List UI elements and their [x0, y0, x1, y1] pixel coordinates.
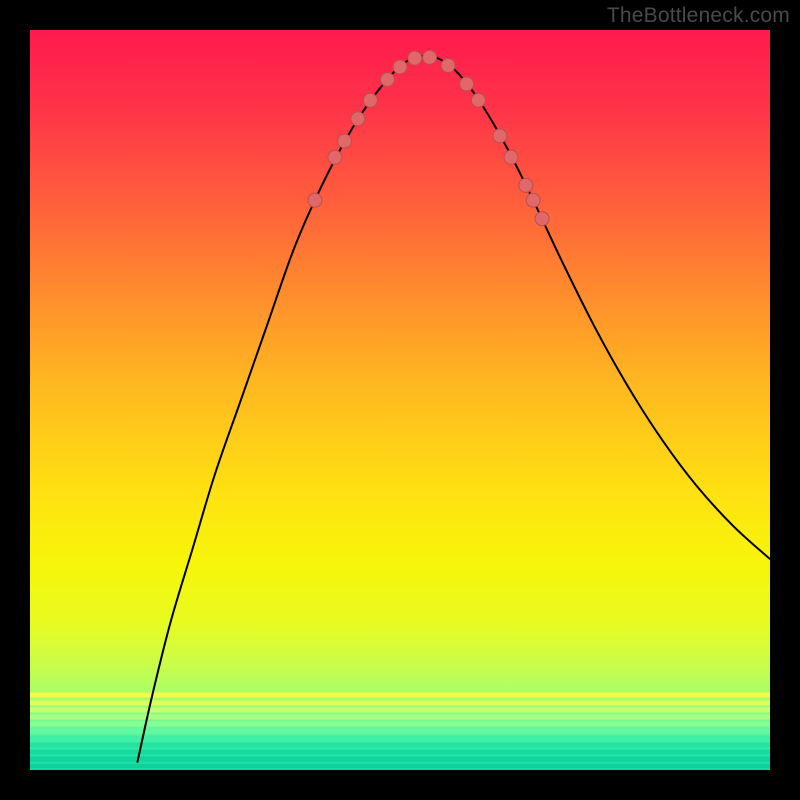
marker-dot — [380, 73, 394, 87]
marker-dot — [308, 193, 322, 207]
marker-dot — [338, 134, 352, 148]
bottleneck-chart — [0, 0, 800, 800]
gradient-background — [30, 30, 770, 770]
marker-dot — [363, 93, 377, 107]
marker-dot — [441, 59, 455, 73]
marker-dot — [423, 50, 437, 64]
marker-dot — [519, 178, 533, 192]
marker-dot — [471, 93, 485, 107]
marker-dot — [460, 77, 474, 91]
marker-dot — [408, 51, 422, 65]
marker-dot — [393, 60, 407, 74]
marker-dot — [328, 150, 342, 164]
marker-dot — [493, 129, 507, 143]
chart-stage: TheBottleneck.com — [0, 0, 800, 800]
marker-dot — [535, 212, 549, 226]
marker-dot — [526, 193, 540, 207]
marker-dot — [351, 112, 365, 126]
watermark-text: TheBottleneck.com — [607, 4, 790, 28]
marker-dot — [504, 150, 518, 164]
